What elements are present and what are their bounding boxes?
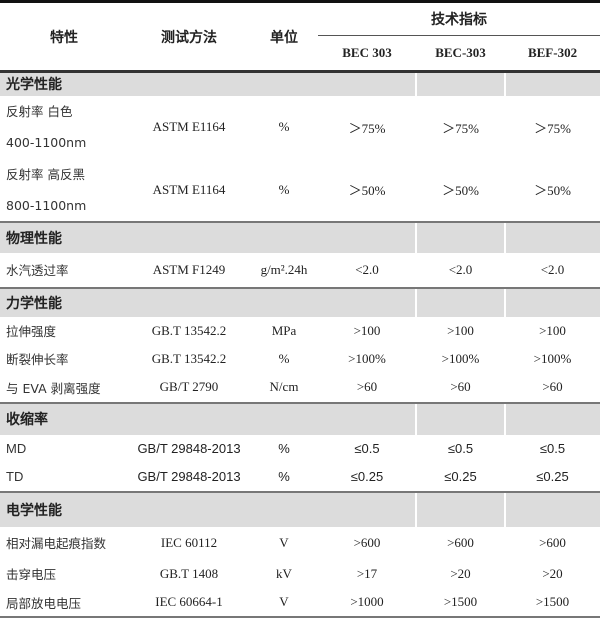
unit: % bbox=[278, 469, 290, 484]
test-method: GB.T 1408 bbox=[159, 565, 219, 581]
unit: V bbox=[279, 534, 289, 550]
spec-value: >1000 bbox=[318, 588, 416, 618]
header-product: BEF-302 bbox=[505, 35, 600, 73]
header-unit: 单位 bbox=[250, 0, 318, 73]
header-property: 特性 bbox=[0, 0, 128, 73]
spec-value: >100% bbox=[348, 350, 386, 366]
section-header: 力学性能 bbox=[0, 286, 600, 317]
spec-value: ≤0.5 bbox=[447, 441, 474, 456]
unit: % bbox=[278, 350, 290, 366]
property-name: 相对漏电起痕指数 bbox=[6, 536, 107, 551]
section-header: 光学性能 bbox=[0, 71, 600, 96]
spec-value: >600 bbox=[447, 534, 474, 550]
header-spec: 技术指标 bbox=[318, 0, 600, 36]
test-method: GB/T 29848-2013 bbox=[137, 441, 241, 456]
spec-value: <2.0 bbox=[355, 261, 379, 277]
header-product: BEC-303 bbox=[416, 35, 505, 73]
spec-value: ≤0.25 bbox=[444, 469, 477, 484]
unit: V bbox=[250, 588, 318, 618]
property-name: 击穿电压 bbox=[6, 567, 57, 582]
spec-value: ≤0.25 bbox=[536, 469, 569, 484]
property-name: 反射率 白色 bbox=[6, 104, 73, 119]
test-method: IEC 60664-1 bbox=[128, 588, 250, 618]
unit: N/cm bbox=[269, 379, 299, 394]
test-method: GB.T 13542.2 bbox=[151, 350, 227, 366]
table-row: 断裂伸长率 GB.T 13542.2% >100% >100% >100% bbox=[0, 345, 600, 373]
unit: MPa bbox=[271, 322, 297, 338]
spec-value: >100% bbox=[441, 350, 480, 366]
spec-value: >100 bbox=[447, 322, 474, 338]
table-row: 反射率 高反黑 800-1100nm ASTM E1164% ＞50% ＞50% ＞50% bbox=[0, 159, 600, 222]
spec-value: ≤0.25 bbox=[350, 469, 384, 484]
property-name: 800-1100nm bbox=[6, 197, 87, 213]
test-method: ASTM E1164 bbox=[152, 119, 226, 134]
property-name: 拉伸强度 bbox=[6, 324, 57, 339]
spec-value: >600 bbox=[353, 534, 381, 550]
unit: g/m².24h bbox=[260, 261, 308, 277]
spec-value: <2.0 bbox=[448, 261, 473, 277]
spec-value: ＞75% bbox=[442, 120, 479, 136]
spec-value: <2.0 bbox=[540, 261, 565, 277]
test-method: IEC 60112 bbox=[160, 534, 218, 550]
spec-value: ≤0.5 bbox=[354, 441, 380, 456]
spec-value: >100 bbox=[539, 322, 566, 338]
spec-value: ＞75% bbox=[534, 120, 571, 136]
spec-value: ＞50% bbox=[442, 183, 479, 198]
spec-value: >60 bbox=[450, 379, 471, 394]
property-name: 水汽透过率 bbox=[6, 263, 69, 278]
header-method: 测试方法 bbox=[128, 0, 250, 73]
unit: kV bbox=[276, 565, 292, 581]
section-title: 收缩率 bbox=[0, 401, 416, 435]
section-title: 光学性能 bbox=[0, 71, 416, 96]
table-row: 击穿电压 GB.T 1408 kV >17 >20 >20 bbox=[0, 559, 600, 589]
table-row: 水汽透过率 ASTM F1249 g/m².24h <2.0 <2.0 <2.0 bbox=[0, 253, 600, 288]
spec-value: >1500 bbox=[505, 588, 600, 618]
spec-value: >100% bbox=[533, 350, 572, 366]
property-name: 反射率 高反黑 bbox=[6, 166, 85, 182]
table-row: TD GB/T 29848-2013% ≤0.25 ≤0.25 ≤0.25 bbox=[0, 463, 600, 492]
property-name: MD bbox=[6, 441, 27, 456]
spec-value: >20 bbox=[450, 565, 471, 581]
property-name: 400-1100nm bbox=[6, 135, 87, 150]
spec-value: >60 bbox=[542, 379, 563, 394]
section-title: 力学性能 bbox=[0, 286, 416, 317]
table-row: 与 EVA 剥离强度 GB/T 2790 N/cm >60 >60 >60 bbox=[0, 373, 600, 403]
spec-value: ＞75% bbox=[348, 120, 386, 136]
unit: % bbox=[278, 181, 290, 197]
spec-value: >600 bbox=[539, 534, 566, 550]
table-row: 相对漏电起痕指数 IEC 60112 V >600 >600 >600 bbox=[0, 527, 600, 559]
spec-value: >1500 bbox=[416, 588, 505, 618]
unit: % bbox=[278, 119, 290, 134]
table-row: 局部放电电压 IEC 60664-1 V >1000 >1500 >1500 bbox=[0, 588, 600, 618]
table-row: 拉伸强度 GB.T 13542.2 MPa >100 >100 >100 bbox=[0, 317, 600, 345]
test-method: GB.T 13542.2 bbox=[151, 322, 227, 338]
section-header: 收缩率 bbox=[0, 401, 600, 435]
test-method: ASTM E1164 bbox=[152, 181, 226, 197]
table-row: MD GB/T 29848-2013% ≤0.5 ≤0.5 ≤0.5 bbox=[0, 435, 600, 463]
spec-value: >20 bbox=[542, 565, 563, 581]
spec-value: ≤0.5 bbox=[539, 441, 566, 456]
property-name: 断裂伸长率 bbox=[6, 352, 69, 367]
header-product: BEC 303 bbox=[318, 35, 416, 73]
section-title: 电学性能 bbox=[0, 490, 416, 527]
table-row: 反射率 白色 400-1100nm ASTM E1164% ＞75% ＞75% ＞75% bbox=[0, 96, 600, 159]
property-name: 与 EVA 剥离强度 bbox=[6, 380, 101, 396]
section-header: 电学性能 bbox=[0, 490, 600, 527]
unit: % bbox=[278, 441, 290, 456]
test-method: ASTM F1249 bbox=[152, 261, 226, 277]
spec-value: ＞50% bbox=[534, 183, 571, 198]
property-name: 局部放电电压 bbox=[6, 595, 82, 611]
spec-value: >60 bbox=[356, 379, 378, 394]
test-method: GB/T 29848-2013 bbox=[137, 469, 241, 484]
section-title: 物理性能 bbox=[0, 220, 416, 253]
property-name: TD bbox=[6, 469, 24, 484]
spec-value: >100 bbox=[353, 322, 381, 338]
test-method: GB/T 2790 bbox=[159, 379, 219, 394]
spec-value: >17 bbox=[356, 565, 378, 581]
section-header: 物理性能 bbox=[0, 220, 600, 253]
spec-value: ＞50% bbox=[348, 183, 386, 198]
